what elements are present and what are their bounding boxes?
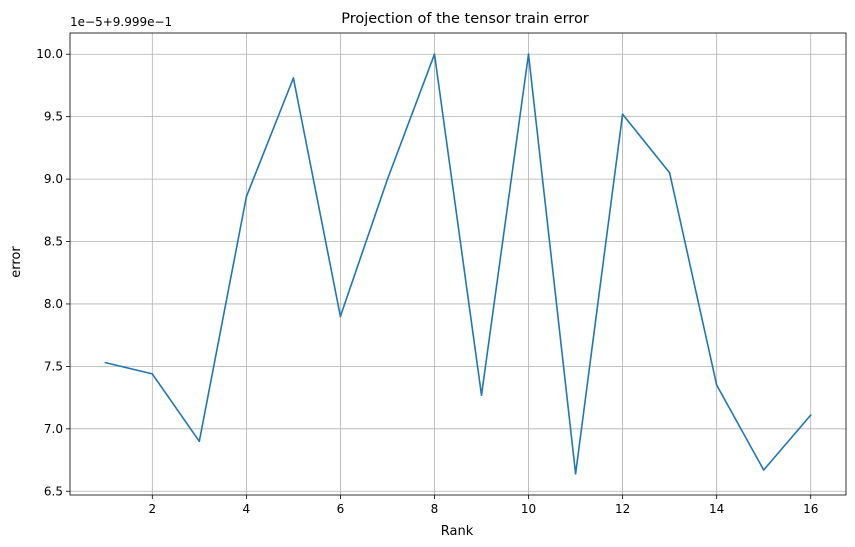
data-point	[480, 394, 483, 396]
y-axis-label: error	[9, 246, 24, 278]
x-tick-label: 12	[615, 502, 630, 516]
data-point	[433, 53, 436, 56]
y-tick-label: 9.0	[44, 172, 63, 186]
data-point	[245, 195, 248, 198]
y-tick-label: 7.5	[44, 359, 63, 373]
data-point	[151, 373, 154, 375]
data-point	[668, 172, 671, 174]
x-tick-label: 2	[148, 502, 156, 516]
data-point	[386, 178, 389, 180]
y-axis-offset-text: 1e−5+9.999e−1	[70, 15, 172, 29]
data-point	[762, 469, 765, 471]
data-point	[292, 77, 295, 79]
chart-title: Projection of the tensor train error	[341, 11, 589, 27]
data-point	[104, 361, 107, 364]
x-tick-label: 10	[521, 502, 536, 516]
data-point	[339, 315, 342, 318]
x-tick-label: 4	[243, 502, 251, 516]
y-axis-ticks: 6.5 7.0 7.5 8.0 8.5 9.0 9.5 10.0	[36, 47, 70, 498]
y-tick-label: 10.0	[36, 47, 63, 61]
y-tick-label: 8.0	[44, 297, 63, 311]
y-tick-label: 9.5	[44, 110, 63, 124]
data-point	[715, 384, 718, 386]
grid	[70, 33, 846, 495]
y-tick-label: 8.5	[44, 235, 63, 249]
x-tick-label: 16	[803, 502, 818, 516]
y-tick-label: 6.5	[44, 484, 63, 498]
data-point	[809, 414, 812, 416]
data-point	[621, 113, 624, 115]
x-tick-label: 8	[431, 502, 439, 516]
data-point	[198, 440, 201, 443]
data-point	[574, 472, 577, 475]
x-axis-label: Rank	[441, 524, 474, 539]
x-axis-ticks: 2 4 6 8 10 12 14 16	[148, 495, 818, 516]
data-point	[527, 53, 530, 56]
x-tick-label: 6	[337, 502, 345, 516]
y-tick-label: 7.0	[44, 422, 63, 436]
series-line-layer	[104, 53, 812, 475]
x-tick-label: 14	[709, 502, 724, 516]
series-line	[105, 53, 812, 475]
plot-frame	[69, 32, 847, 496]
